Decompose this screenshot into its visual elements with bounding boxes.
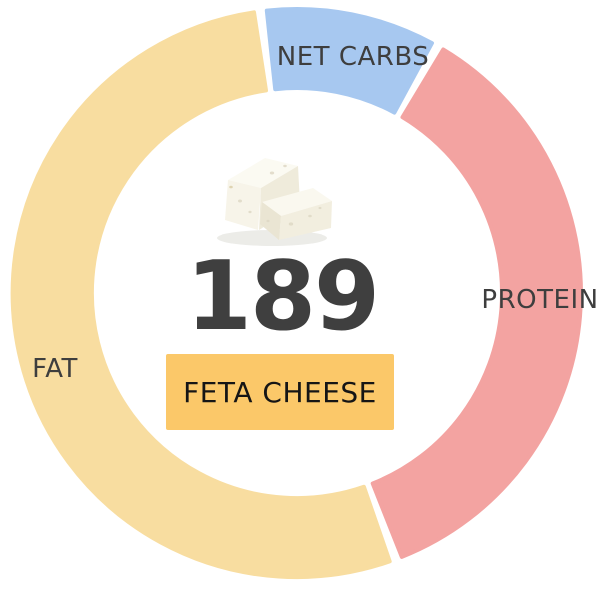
net-carbs-segment-label: NET CARBS: [276, 42, 430, 72]
fat-segment-label: FAT: [32, 354, 78, 384]
cheese-holes: [229, 164, 322, 226]
donut-segment-fat: [10, 10, 392, 580]
cheese-block-right: [260, 188, 332, 240]
food-name-label: FETA CHEESE: [183, 375, 377, 409]
feta-cheese-blocks-illustration: [217, 158, 332, 246]
calories-value: 189: [185, 242, 380, 352]
donut-segment-protein: [370, 47, 583, 559]
donut-segment-net-carbs: [264, 7, 434, 115]
protein-segment-label: PROTEIN: [481, 285, 599, 315]
food-name-badge: FETA CHEESE: [166, 354, 394, 430]
feta-cheese-image: [210, 146, 345, 249]
